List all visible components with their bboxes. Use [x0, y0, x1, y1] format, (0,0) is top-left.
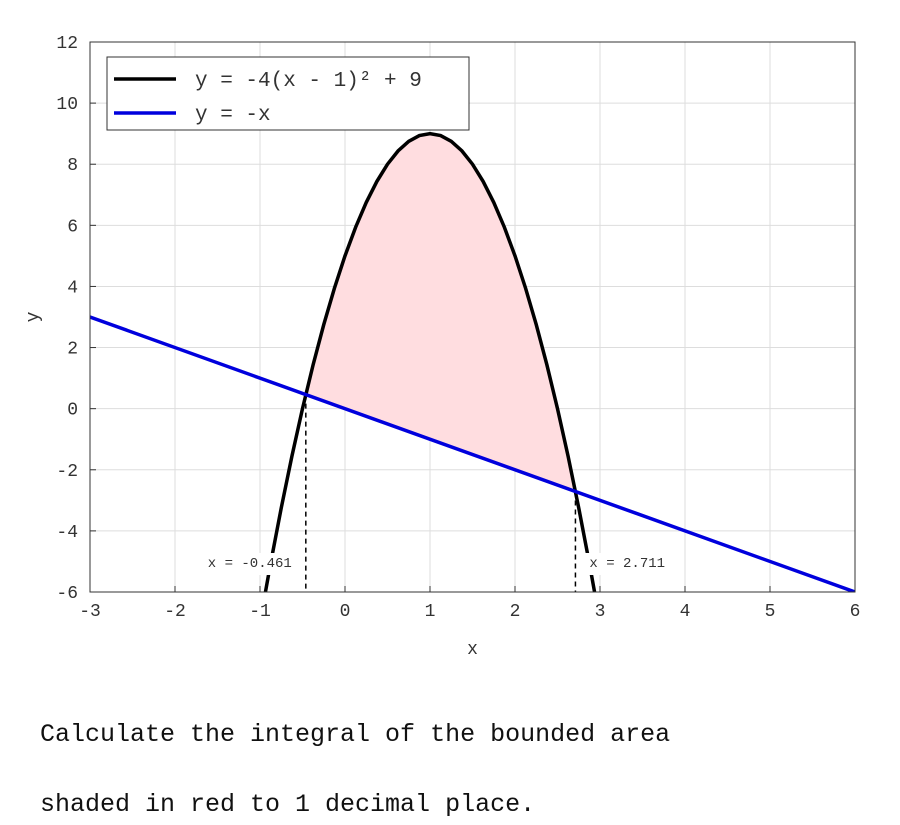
y-tick-label: 6	[67, 217, 78, 237]
y-tick-label: 2	[67, 340, 78, 360]
question: Calculate the integral of the bounded ar…	[40, 682, 670, 825]
x-tick-label: -3	[79, 602, 101, 622]
y-tick-label: -2	[56, 462, 78, 482]
intersection-label: x = -0.461	[208, 556, 292, 572]
y-tick-label: -4	[56, 523, 78, 543]
y-tick-label: 8	[67, 156, 78, 176]
x-tick-label: 5	[765, 602, 776, 622]
y-tick-label: 0	[67, 401, 78, 421]
intersection-label: x = 2.711	[589, 556, 665, 572]
x-tick-label: 3	[595, 602, 606, 622]
legend-box	[106, 56, 470, 131]
x-tick-label: 1	[425, 602, 436, 622]
legend-label: y = -x	[195, 104, 271, 127]
label-bg	[203, 553, 296, 575]
label-bg	[585, 553, 670, 575]
question-line: shaded in red to 1 decimal place.	[40, 790, 536, 819]
series-line	[263, 131, 597, 592]
x-tick-label: -1	[249, 602, 271, 622]
y-tick-label: 10	[56, 95, 78, 115]
legend: y = -4(x - 1)² + 9 y = -x	[106, 56, 470, 131]
series-line	[90, 315, 855, 592]
question-line: Calculate the integral of the bounded ar…	[40, 720, 671, 749]
x-tick-label: 4	[680, 602, 691, 622]
x-tick-label: 2	[510, 602, 521, 622]
x-tick-label: -2	[164, 602, 186, 622]
x-axis-label: x	[467, 640, 478, 660]
plot-frame	[89, 41, 856, 593]
y-tick-label: 12	[56, 34, 78, 54]
x-tick-label: 0	[340, 602, 351, 622]
legend-label: y = -4(x - 1)² + 9	[195, 70, 422, 93]
y-axis-label: y	[24, 311, 44, 322]
x-tick-label: 6	[850, 602, 861, 622]
y-tick-label: -6	[56, 584, 78, 604]
y-tick-label: 4	[67, 278, 78, 298]
